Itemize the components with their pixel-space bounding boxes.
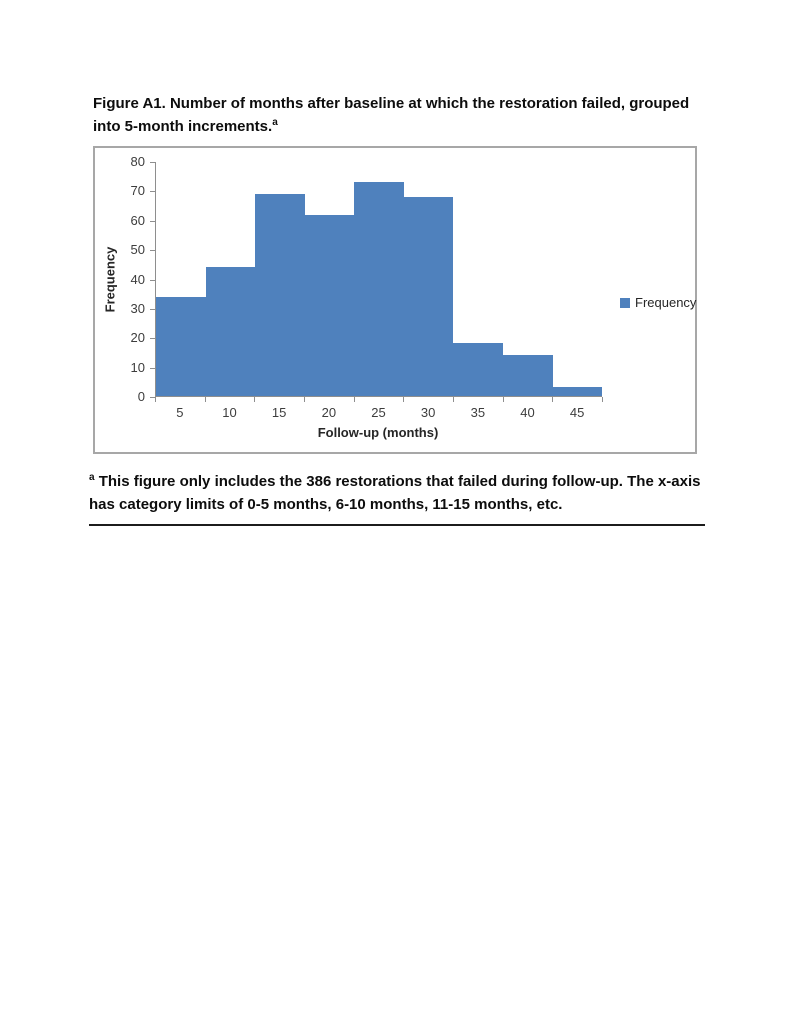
y-tick-label-50: 50: [130, 242, 145, 258]
x-tick-label-40: 40: [520, 405, 535, 420]
y-tick-mark: [150, 308, 155, 310]
bar-45: [552, 387, 603, 396]
x-tick-mark: [403, 397, 405, 402]
bars: [156, 162, 603, 396]
y-tick-label-40: 40: [130, 271, 145, 287]
frequency-chart: Frequency Follow-up (months) Frequency 0…: [93, 146, 697, 454]
y-tick-mark: [150, 162, 155, 163]
legend-label: Frequency: [635, 295, 697, 310]
bar-15: [255, 194, 305, 396]
x-tick-mark: [453, 397, 454, 402]
footnote-superscript: a: [89, 472, 95, 483]
y-tick-mark: [150, 397, 155, 398]
x-tick-label-10: 10: [222, 405, 237, 420]
y-tick-label-70: 70: [130, 183, 145, 199]
y-tick-mark: [150, 367, 155, 369]
plot-area: [155, 162, 603, 397]
x-tick-mark: [155, 397, 156, 402]
x-tick-label-25: 25: [371, 405, 386, 420]
y-tick-mark: [150, 279, 155, 281]
figure-caption-superscript: a: [272, 117, 278, 129]
y-tick-label-80: 80: [130, 154, 145, 169]
figure-caption: Figure A1. Number of months after baseli…: [93, 92, 693, 139]
bar-20: [304, 214, 355, 396]
y-tick-mark: [150, 220, 155, 222]
y-tick-label-10: 10: [130, 359, 145, 375]
x-tick-label-20: 20: [321, 405, 337, 420]
y-tick-label-30: 30: [130, 300, 145, 316]
bar-10: [205, 267, 256, 396]
legend-swatch-icon: [620, 297, 630, 308]
bar-5: [156, 296, 206, 396]
legend: Frequency: [620, 295, 696, 310]
x-tick-mark: [502, 397, 504, 402]
y-tick-mark: [150, 191, 155, 193]
y-tick-label-20: 20: [130, 330, 145, 346]
y-tick-label-60: 60: [130, 212, 145, 228]
footnote: a This figure only includes the 386 rest…: [89, 470, 705, 526]
bar-35: [453, 343, 503, 396]
bar-30: [403, 197, 454, 396]
x-tick-label-15: 15: [271, 405, 287, 420]
footnote-text: This figure only includes the 386 restor…: [89, 473, 701, 514]
bar-40: [502, 355, 553, 396]
y-tick-label-0: 0: [137, 389, 145, 404]
y-tick-mark: [150, 250, 155, 252]
x-tick-mark: [602, 397, 603, 402]
x-tick-mark: [304, 397, 305, 402]
figure-caption-text: Figure A1. Number of months after baseli…: [93, 95, 690, 136]
x-tick-label-5: 5: [176, 405, 184, 420]
x-tick-mark: [254, 397, 256, 402]
x-tick-mark: [353, 397, 355, 402]
x-tick-label-35: 35: [470, 405, 486, 420]
x-tick-mark: [204, 397, 206, 402]
x-tick-label-45: 45: [569, 405, 585, 420]
y-tick-mark: [150, 338, 155, 340]
x-axis-title: Follow-up (months): [317, 425, 439, 440]
x-tick-mark: [552, 397, 554, 402]
x-tick-label-30: 30: [420, 405, 436, 420]
bar-25: [354, 182, 404, 396]
